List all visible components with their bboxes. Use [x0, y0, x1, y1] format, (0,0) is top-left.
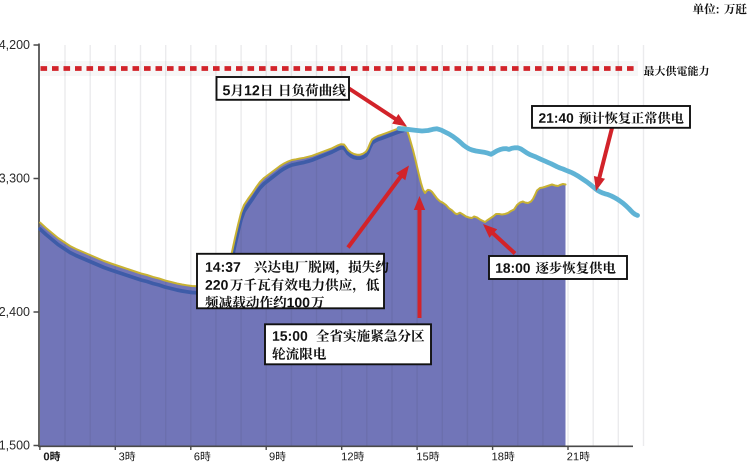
svg-text:1,500: 1,500	[0, 439, 30, 453]
svg-text:3,300: 3,300	[0, 172, 30, 186]
svg-text:4,200: 4,200	[0, 38, 30, 52]
svg-text:2,400: 2,400	[0, 305, 30, 319]
